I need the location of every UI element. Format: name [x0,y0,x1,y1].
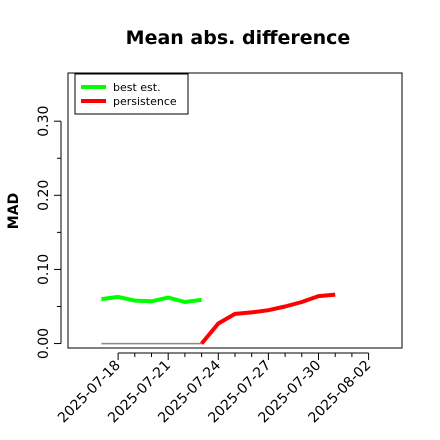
series-layer [101,292,336,345]
legend-label-best-est: best est. [113,81,161,94]
series-line-persistence [200,292,336,345]
y-axis-label: MAD [6,193,22,229]
y-tick-label: 0.30 [36,106,52,137]
legend: best est. persistence [74,73,189,115]
x-axis: 2025-07-182025-07-212025-07-242025-07-27… [55,352,374,426]
plot-frame [67,72,403,349]
y-tick-label: 0.20 [36,180,52,211]
legend-label-persistence: persistence [113,95,177,108]
chart-title: Mean abs. difference [126,27,351,49]
y-tick-label: 0.00 [36,328,52,359]
y-axis: 0.00 0.10 0.20 0.30 [36,106,62,359]
legend-box [74,73,189,115]
series-line-best-est [101,294,202,304]
y-tick-label: 0.10 [36,254,52,285]
